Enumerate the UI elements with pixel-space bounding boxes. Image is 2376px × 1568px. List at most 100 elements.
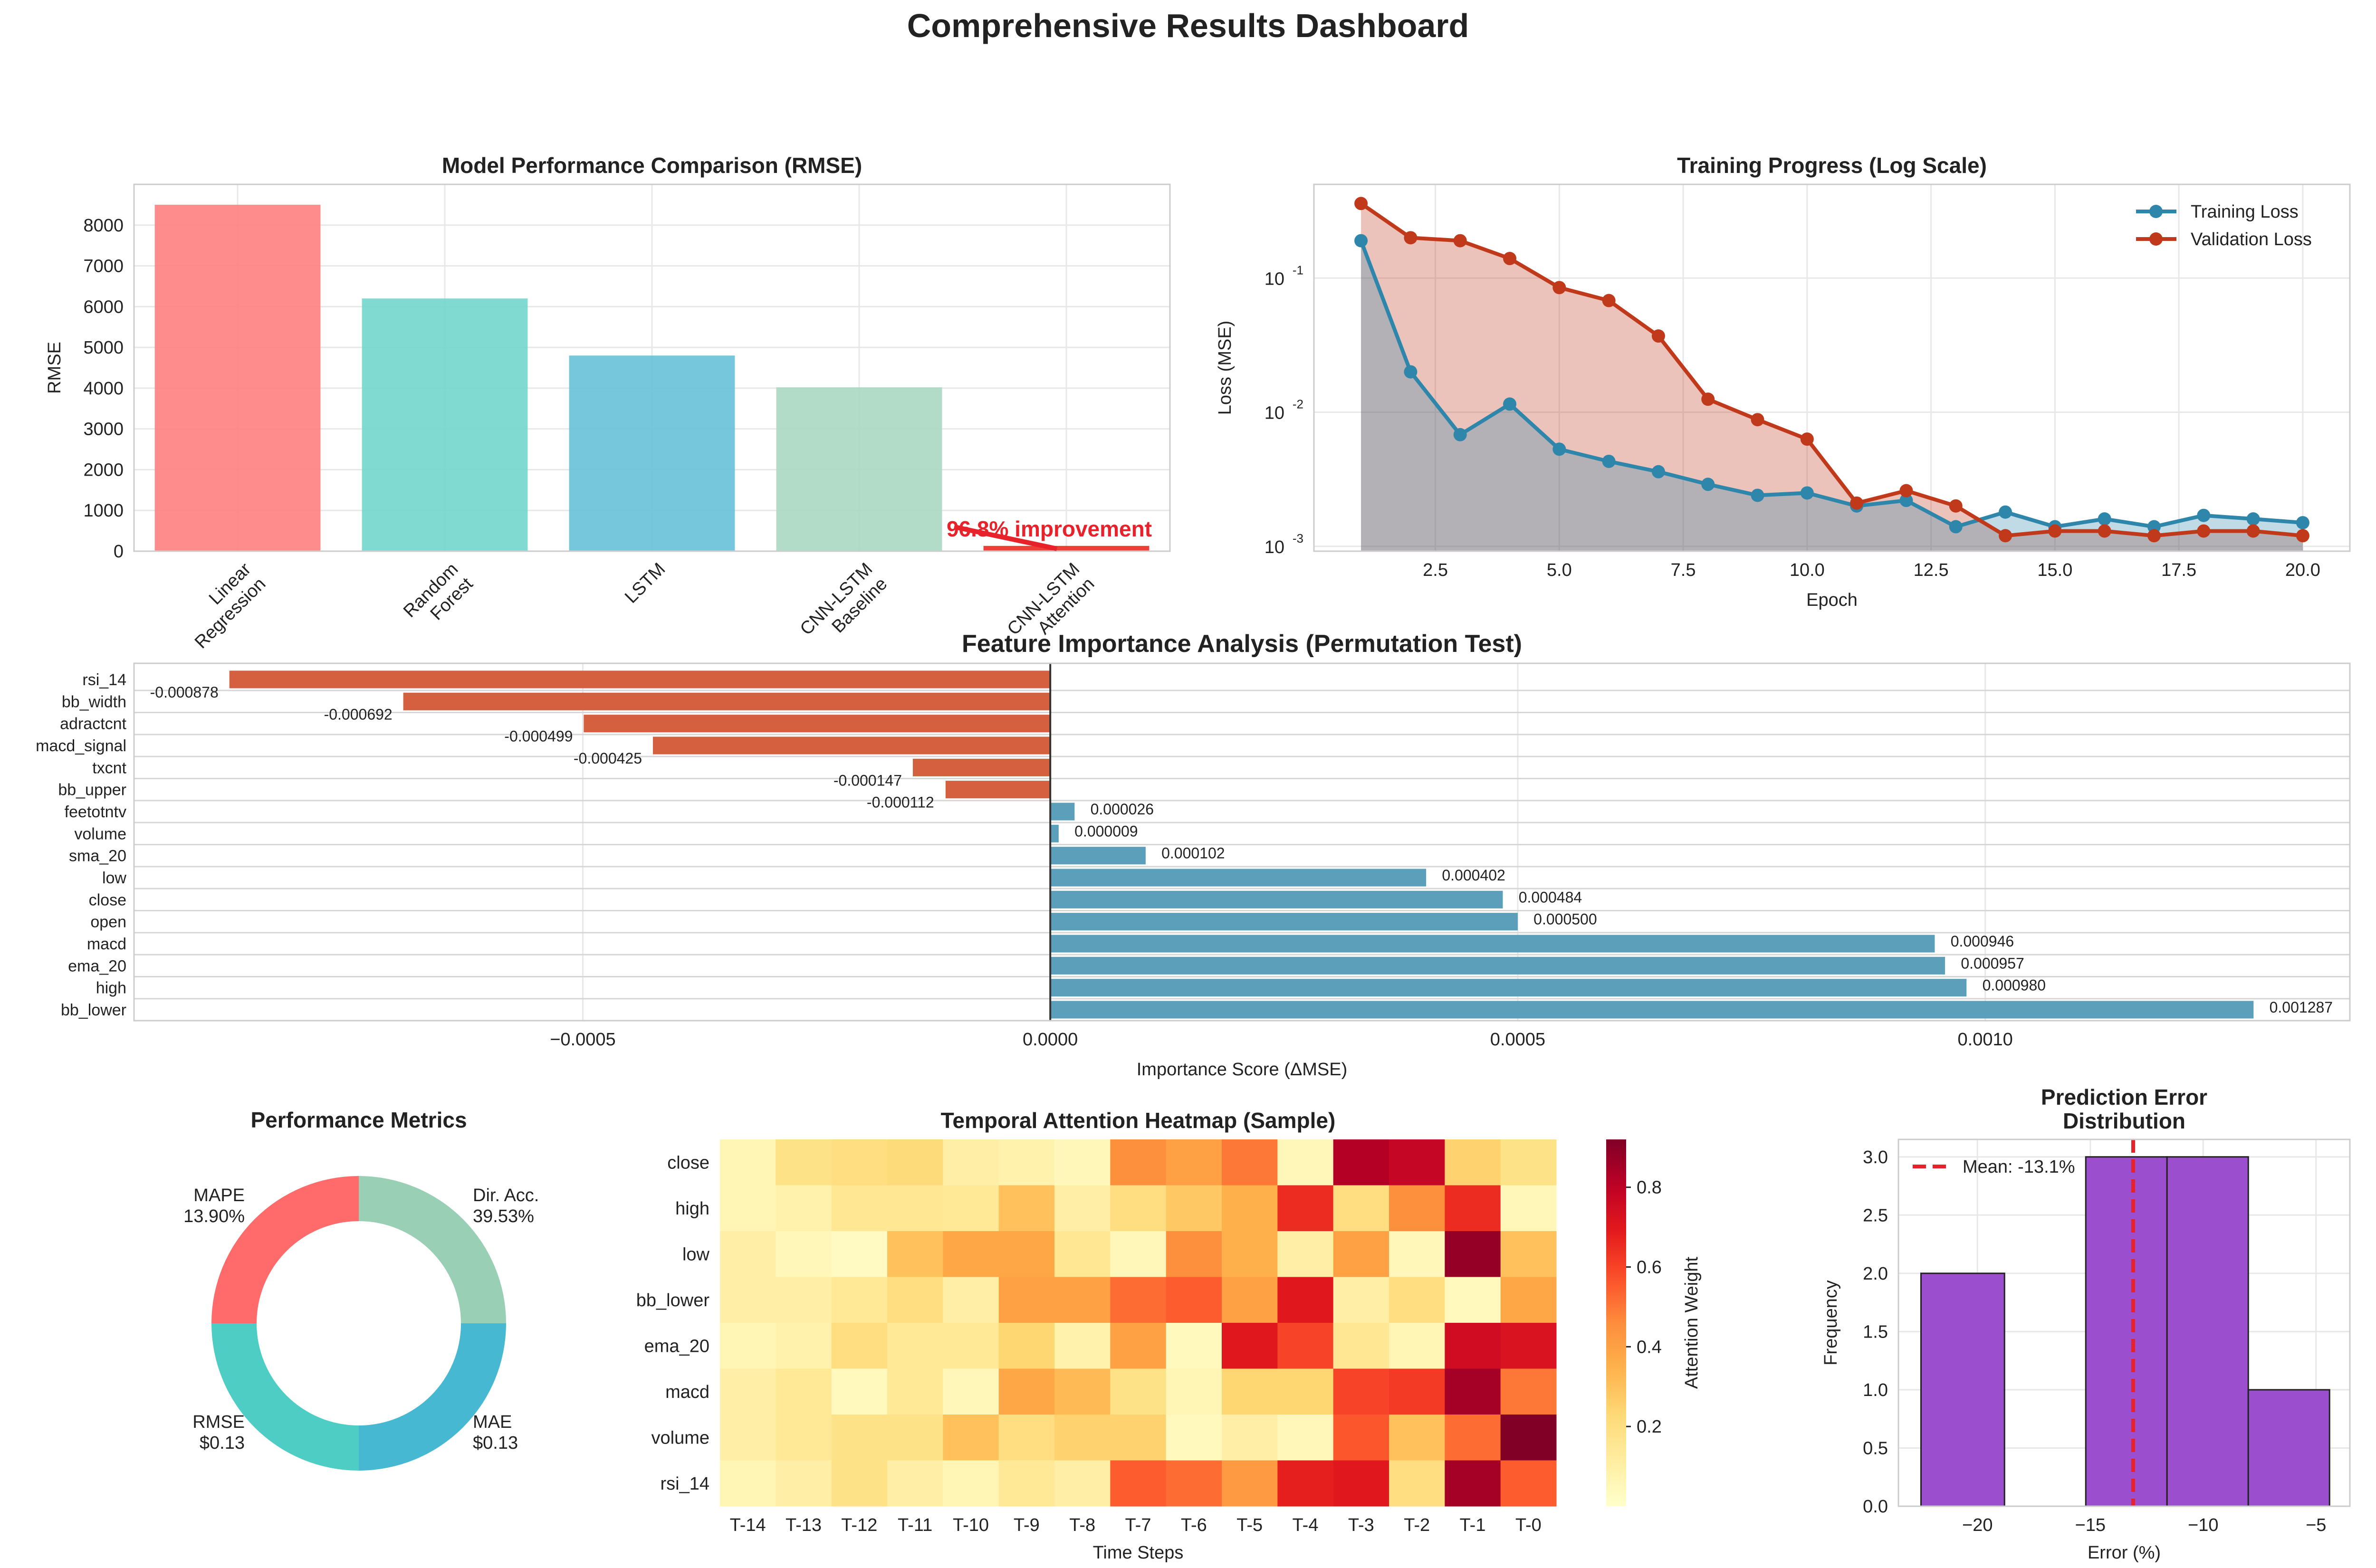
train-point bbox=[1751, 488, 1764, 502]
train-series-line bbox=[1360, 201, 2303, 538]
heatmap-cell bbox=[887, 1185, 943, 1232]
heatmap-cell bbox=[1110, 1231, 1167, 1277]
train-ytick-label: 10 bbox=[1265, 403, 1284, 423]
train-point bbox=[1899, 484, 1913, 497]
heatmap-cell bbox=[1500, 1323, 1557, 1369]
heatmap-cell bbox=[1054, 1323, 1111, 1369]
heatmap-cell bbox=[1445, 1415, 1501, 1461]
train-point bbox=[1949, 520, 1963, 534]
feature-importance-chart: −0.0005 0.0000 0.0005 0.0010 rsi_14 -0.000878… bbox=[36, 630, 2351, 1080]
heatmap-cell bbox=[1500, 1231, 1557, 1277]
metrics-slice bbox=[359, 1323, 506, 1471]
heatmap-cell bbox=[1110, 1368, 1167, 1415]
heatmap-cell bbox=[831, 1185, 888, 1232]
imp-value-label: 0.000484 bbox=[1519, 889, 1582, 906]
hist-xtick-label: −5 bbox=[2306, 1515, 2326, 1535]
imp-value-label: 0.000402 bbox=[1442, 867, 1505, 884]
train-legend-label: Training Loss bbox=[2191, 202, 2299, 222]
imp-bar bbox=[1050, 956, 1945, 975]
heatmap-cell bbox=[1500, 1277, 1557, 1323]
heatmap-cell bbox=[831, 1277, 888, 1323]
heatmap-cell bbox=[1054, 1415, 1111, 1461]
train-ytick-label: 10 bbox=[1265, 269, 1284, 289]
heatmap-cell bbox=[887, 1460, 943, 1507]
heatmap-cell bbox=[776, 1415, 832, 1461]
heatmap-cell bbox=[1333, 1231, 1389, 1277]
rmse-ytick-label: 7000 bbox=[83, 257, 124, 277]
train-point bbox=[1999, 529, 2012, 543]
rmse-xtick-label: RandomForest bbox=[400, 559, 477, 636]
heatmap-cell bbox=[720, 1323, 776, 1369]
heatmap-cell bbox=[1166, 1323, 1222, 1369]
imp-bar bbox=[1050, 869, 1427, 887]
heatmap-cell bbox=[831, 1231, 888, 1277]
heatmap-cell bbox=[1110, 1323, 1167, 1369]
heatmap-cell bbox=[831, 1415, 888, 1461]
heatmap-cell bbox=[1389, 1185, 1445, 1232]
heatmap-cell bbox=[943, 1415, 999, 1461]
heatmap-cell bbox=[943, 1323, 999, 1369]
rmse-ytick-label: 3000 bbox=[83, 420, 124, 440]
heatmap-cell bbox=[943, 1139, 999, 1186]
imp-feature-label: bb_upper bbox=[58, 781, 126, 799]
heatmap-cell bbox=[1277, 1139, 1334, 1186]
error-histogram: −20 −15 −10 −5 0.0 0.5 1.0 1.5 2.0 2.5 3.0 Mean: -1… bbox=[1821, 1085, 2351, 1563]
hist-legend-label: Mean: -13.1% bbox=[1963, 1157, 2075, 1177]
heatmap-cell bbox=[1333, 1185, 1389, 1232]
metrics-slice-name: MAE bbox=[473, 1412, 512, 1432]
heatmap-cell bbox=[887, 1323, 943, 1369]
heatmap-col-label: T-6 bbox=[1181, 1515, 1207, 1535]
heatmap-cell bbox=[1166, 1415, 1222, 1461]
heatmap-cell bbox=[1389, 1231, 1445, 1277]
imp-bar bbox=[945, 781, 1051, 799]
imp-bar bbox=[403, 692, 1051, 710]
heatmap-cell bbox=[1445, 1231, 1501, 1277]
train-point bbox=[2246, 524, 2260, 538]
heatmap-cell bbox=[1333, 1323, 1389, 1369]
colorbar-tick-label: 0.4 bbox=[1637, 1337, 1662, 1357]
imp-bar bbox=[1050, 979, 1967, 997]
imp-bar bbox=[1050, 913, 1518, 931]
heatmap-row-label: bb_lower bbox=[636, 1291, 710, 1310]
metrics-slice-value: $0.13 bbox=[200, 1433, 245, 1453]
heatmap-cell bbox=[1277, 1277, 1334, 1323]
heatmap-cell bbox=[943, 1277, 999, 1323]
heatmap-cell bbox=[1277, 1231, 1334, 1277]
hist-title: Prediction Error bbox=[2041, 1085, 2207, 1109]
train-point bbox=[2197, 524, 2211, 538]
heatmap-cell bbox=[1389, 1460, 1445, 1507]
heatmap-col-label: T-7 bbox=[1125, 1515, 1151, 1535]
heatmap-cell bbox=[1445, 1139, 1501, 1186]
train-ytick-exponent: -1 bbox=[1293, 263, 1303, 277]
rmse-title: Model Performance Comparison (RMSE) bbox=[442, 153, 862, 178]
colorbar-label: Attention Weight bbox=[1682, 1256, 1702, 1389]
hist-ylabel: Frequency bbox=[1821, 1280, 1841, 1366]
heatmap-cell bbox=[887, 1139, 943, 1186]
rmse-ytick-label: 0 bbox=[114, 542, 124, 562]
heatmap-cell bbox=[1110, 1277, 1167, 1323]
imp-value-label: 0.000946 bbox=[1951, 933, 2014, 950]
train-point bbox=[1949, 499, 1963, 513]
heatmap-cell bbox=[776, 1231, 832, 1277]
train-point bbox=[1701, 478, 1715, 491]
metrics-slice-name: RMSE bbox=[192, 1412, 245, 1432]
imp-xtick-label: −0.0005 bbox=[550, 1030, 615, 1050]
train-point bbox=[1651, 329, 1665, 343]
imp-title: Feature Importance Analysis (Permutation… bbox=[962, 630, 1522, 658]
train-legend-marker bbox=[2149, 205, 2163, 218]
heatmap-cell bbox=[720, 1415, 776, 1461]
heatmap-cell bbox=[1445, 1368, 1501, 1415]
heatmap-cell bbox=[1222, 1415, 1278, 1461]
metrics-slice-name: MAPE bbox=[193, 1186, 245, 1205]
imp-feature-label: feetotntv bbox=[65, 803, 126, 821]
heatmap-title: Temporal Attention Heatmap (Sample) bbox=[941, 1108, 1336, 1133]
heatmap-cell bbox=[1445, 1460, 1501, 1507]
heatmap-col-label: T-2 bbox=[1404, 1515, 1430, 1535]
heatmap-cell bbox=[831, 1460, 888, 1507]
heatmap-cell bbox=[1054, 1277, 1111, 1323]
heatmap-cell bbox=[1333, 1460, 1389, 1507]
train-point bbox=[2098, 524, 2111, 538]
train-point bbox=[1453, 234, 1467, 248]
